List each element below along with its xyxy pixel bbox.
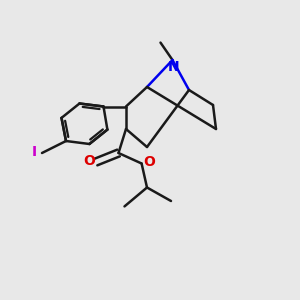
- Text: O: O: [83, 154, 95, 168]
- Text: O: O: [143, 155, 155, 169]
- Text: I: I: [32, 146, 37, 159]
- Text: N: N: [168, 60, 179, 74]
